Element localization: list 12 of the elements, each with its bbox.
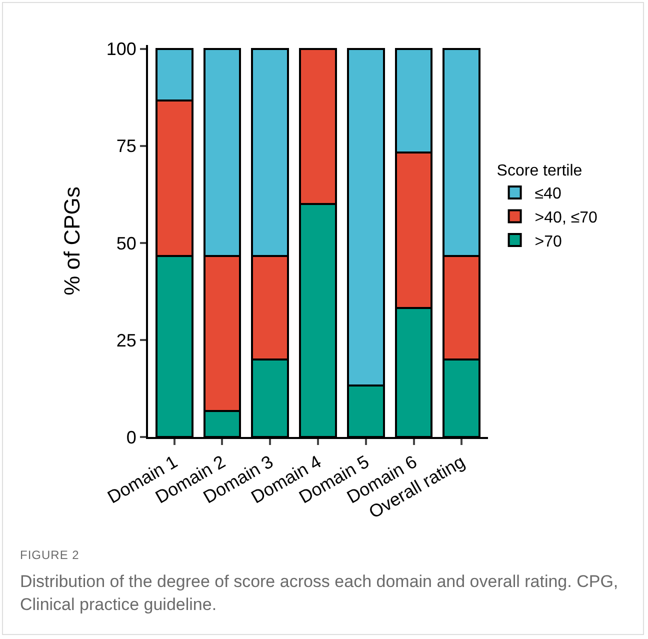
legend-label: ≤40: [534, 186, 562, 203]
y-tick-label: 25: [116, 330, 136, 350]
y-tick-label: 75: [116, 136, 136, 156]
y-tick-label: 100: [106, 39, 136, 60]
legend-title: Score tertile: [496, 162, 582, 180]
y-axis-title: % of CPGs: [60, 186, 85, 296]
y-tick-label: 50: [116, 233, 136, 254]
legend-label: >40, ≤70: [534, 210, 598, 226]
y-tick-label: 0: [126, 427, 136, 448]
legend-label: >70: [534, 233, 562, 250]
caption: FIGURE 2: [20, 548, 80, 562]
text: Distribution of the degree of score across each domain and overall rating. CPG, Clinical practice guideline.: [20, 571, 620, 616]
